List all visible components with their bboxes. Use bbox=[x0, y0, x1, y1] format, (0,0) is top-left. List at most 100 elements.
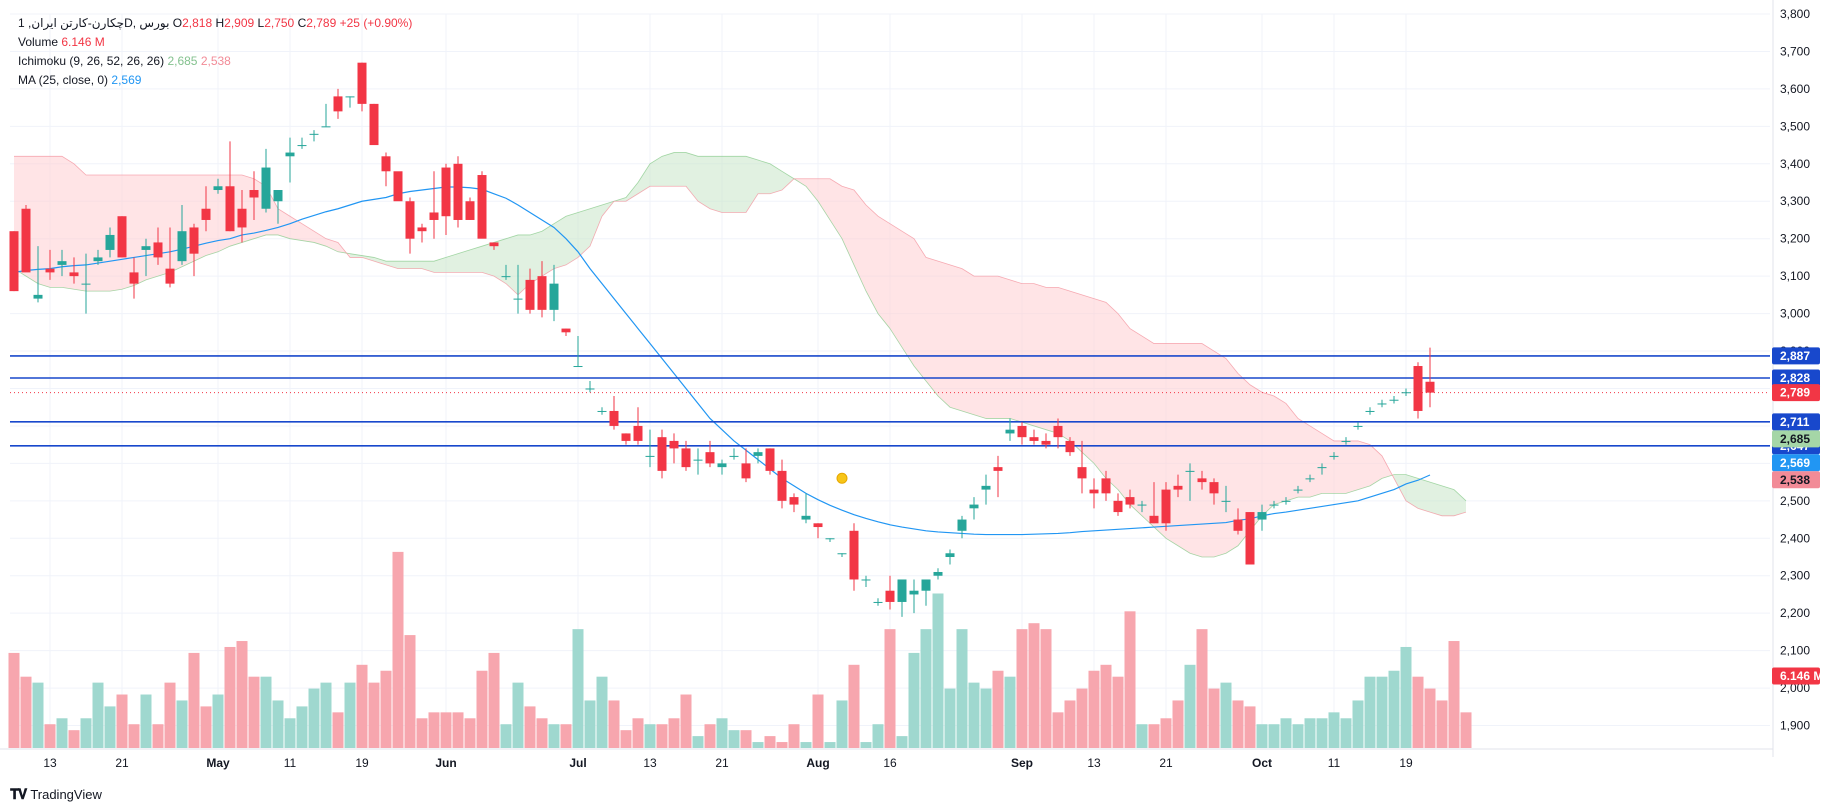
volume-bar bbox=[1052, 712, 1064, 748]
tradingview-brand[interactable]: 𝐓𝐕 TradingView bbox=[10, 786, 102, 803]
candle-down bbox=[237, 208, 247, 228]
cloud-segment-bearish bbox=[146, 175, 158, 280]
volume-bar bbox=[1220, 682, 1232, 748]
volume-bar bbox=[212, 694, 224, 748]
cloud-segment-bearish bbox=[110, 175, 122, 292]
candle-up bbox=[1341, 440, 1351, 442]
cloud-segment-bullish bbox=[590, 204, 602, 247]
candle-up bbox=[981, 485, 991, 490]
volume-bar bbox=[272, 700, 284, 748]
candle-down bbox=[561, 328, 571, 333]
volume-bar bbox=[1364, 676, 1376, 748]
level-price-tag-text: 2,711 bbox=[1780, 415, 1810, 429]
price-tags: 2,8872,8282,7112,6472,7892,6852,5692,538… bbox=[1772, 347, 1823, 685]
volume-bar bbox=[1400, 646, 1412, 748]
price-tick-label: 2,300 bbox=[1780, 569, 1810, 583]
cloud-segment-bearish bbox=[854, 190, 866, 292]
ohlc-high: 2,909 bbox=[224, 16, 255, 30]
candle-up bbox=[1185, 470, 1195, 472]
volume-bar bbox=[608, 700, 620, 748]
volume-bar bbox=[572, 629, 584, 748]
legend-volume-row[interactable]: Volume 6.146 M bbox=[18, 33, 412, 52]
volume-bar bbox=[56, 718, 68, 748]
cloud-segment-bullish bbox=[386, 261, 398, 269]
volume-bar bbox=[404, 635, 416, 748]
volume-bar bbox=[296, 706, 308, 748]
candle-down bbox=[405, 201, 415, 239]
time-tick-label: Sep bbox=[1011, 756, 1033, 770]
volume-bar bbox=[1292, 724, 1304, 748]
candle-down bbox=[249, 190, 259, 198]
candle-up bbox=[273, 190, 283, 202]
cloud-segment-bullish bbox=[530, 231, 542, 284]
span-a-price-tag-bg bbox=[1772, 430, 1820, 448]
price-tick-label: 3,700 bbox=[1780, 44, 1810, 58]
candle-down bbox=[537, 276, 547, 310]
legend-ma-row[interactable]: MA (25, close, 0) 2,569 bbox=[18, 71, 412, 90]
senkou-span-a-line bbox=[13, 152, 1467, 558]
candle-up bbox=[837, 553, 847, 555]
candle-up bbox=[57, 261, 67, 265]
volume-bar bbox=[824, 742, 836, 748]
volume-bar bbox=[1076, 688, 1088, 748]
cloud-segment-bearish bbox=[98, 175, 110, 292]
cloud-segment-bullish bbox=[1454, 489, 1466, 516]
candle-down bbox=[669, 440, 679, 449]
candle-down bbox=[1089, 489, 1099, 494]
candle-down bbox=[705, 452, 715, 464]
cloud-segment-bullish bbox=[698, 156, 710, 209]
cloud-segment-bullish bbox=[770, 163, 782, 194]
ichimoku-span-a-value: 2,685 bbox=[167, 54, 198, 68]
candle-down bbox=[1101, 478, 1111, 494]
legend-ichimoku-row[interactable]: Ichimoku (9, 26, 52, 26, 26) 2,685 2,538 bbox=[18, 52, 412, 71]
cloud-segment-bearish bbox=[878, 216, 890, 329]
span-b-price-tag-text: 2,538 bbox=[1780, 473, 1810, 487]
candle-up bbox=[933, 571, 943, 576]
symbol-name[interactable]: چکارن-کارتن ایران, 1D, بورس bbox=[18, 16, 170, 30]
price-tick-label: 2,200 bbox=[1780, 606, 1810, 620]
volume-bar bbox=[1004, 676, 1016, 748]
candle-up bbox=[861, 579, 871, 581]
candle-up bbox=[1305, 478, 1315, 480]
candle-up bbox=[693, 459, 703, 461]
cloud-segment-bearish bbox=[1334, 440, 1346, 494]
cloud-segment-bearish bbox=[962, 268, 974, 415]
candle-up bbox=[585, 388, 595, 390]
cloud-segment-bearish bbox=[890, 223, 902, 348]
volume-bar bbox=[320, 682, 332, 748]
horizontal-levels[interactable] bbox=[10, 355, 1770, 447]
legend-symbol-row[interactable]: چکارن-کارتن ایران, 1D, بورس O2,818 H2,90… bbox=[18, 14, 412, 33]
level-price-tag-bg bbox=[1772, 413, 1820, 431]
candle-up bbox=[573, 366, 583, 368]
candle-down bbox=[1245, 512, 1255, 565]
cloud-segment-bearish bbox=[50, 156, 62, 288]
time-tick-label: 21 bbox=[115, 756, 129, 770]
candle-down bbox=[21, 208, 31, 273]
volume-tag: 6.146 M bbox=[1772, 667, 1823, 685]
volume-bar bbox=[524, 706, 536, 748]
cloud-segment-bearish bbox=[1094, 298, 1106, 479]
candle-up bbox=[969, 504, 979, 509]
ma-price-tag-bg bbox=[1772, 454, 1820, 472]
volume-bar bbox=[488, 652, 500, 748]
volume-bar bbox=[620, 730, 632, 748]
volume-bar bbox=[1148, 724, 1160, 748]
volume-bar bbox=[1436, 700, 1448, 748]
level-price-tag-text: 2,887 bbox=[1780, 349, 1810, 363]
volume-bar bbox=[176, 700, 188, 748]
candle-down bbox=[369, 103, 379, 146]
ohlc-close-label: C bbox=[297, 16, 307, 30]
cloud-segment-bullish bbox=[1418, 478, 1430, 513]
ohlc-open-label: O bbox=[172, 16, 183, 30]
volume-bar bbox=[992, 670, 1004, 748]
time-tick-label: 11 bbox=[284, 756, 297, 770]
cloud-segment-bearish bbox=[1346, 440, 1358, 494]
time-axis[interactable]: 13 21 May 11 19 Jun Jul 13 21 Aug 16 Sep 13 21 Oct 11 19 bbox=[43, 756, 1413, 770]
time-tick-label: Jul bbox=[569, 756, 586, 770]
last-price-tag-bg bbox=[1772, 384, 1820, 402]
cloud-segment-bearish bbox=[1118, 313, 1130, 505]
volume-bar bbox=[1424, 688, 1436, 748]
candle-up bbox=[1377, 403, 1387, 405]
price-tick-label: 2,400 bbox=[1780, 531, 1810, 545]
